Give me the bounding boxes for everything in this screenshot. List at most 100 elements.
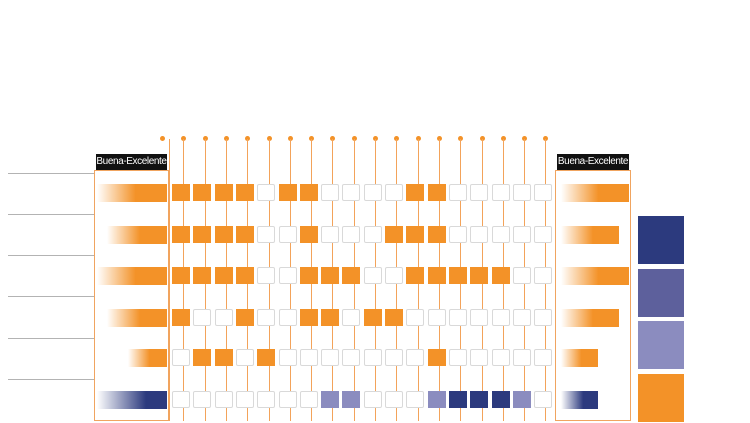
grid-cell-filled <box>300 309 318 326</box>
grid-left-border <box>169 139 170 421</box>
column-marker-dot <box>416 136 421 141</box>
grid-cell <box>513 309 531 326</box>
grid-cell-filled <box>492 391 510 408</box>
grid-cell-filled <box>513 391 531 408</box>
grid-cell <box>492 349 510 366</box>
grid-cell-filled <box>193 226 211 243</box>
row-separator <box>8 214 94 215</box>
right-score-bar <box>561 184 629 202</box>
grid-cell <box>470 184 488 201</box>
grid-cell <box>470 349 488 366</box>
column-marker-dot <box>352 136 357 141</box>
column-marker-dot <box>373 136 378 141</box>
grid-cell-filled <box>428 267 446 284</box>
column-marker-dot <box>522 136 527 141</box>
grid-cell-filled <box>470 391 488 408</box>
column-marker-dot <box>543 136 548 141</box>
grid-cell <box>385 184 403 201</box>
grid-cell <box>385 391 403 408</box>
grid-cell <box>342 226 360 243</box>
left-score-bar <box>97 267 167 285</box>
grid-cell-filled <box>449 391 467 408</box>
grid-cell <box>364 267 382 284</box>
right-rating-label: Buena-Excelente <box>557 154 629 170</box>
grid-cell <box>470 226 488 243</box>
grid-cell-filled <box>300 267 318 284</box>
grid-cell <box>534 226 552 243</box>
grid-cell <box>321 349 339 366</box>
row-separator <box>8 338 94 339</box>
grid-cell-filled <box>492 267 510 284</box>
column-marker-dot <box>160 136 165 141</box>
grid-cell-filled <box>385 309 403 326</box>
grid-cell <box>364 184 382 201</box>
row-separator <box>8 255 94 256</box>
grid-cell-filled <box>172 226 190 243</box>
grid-cell-filled <box>193 267 211 284</box>
grid-cell-filled <box>236 184 254 201</box>
grid-cell-filled <box>257 349 275 366</box>
left-score-bar <box>107 226 167 244</box>
right-score-bar <box>561 309 619 327</box>
grid-cell-filled <box>428 391 446 408</box>
grid-cell <box>257 391 275 408</box>
column-marker-dot <box>437 136 442 141</box>
grid-cell-filled <box>172 309 190 326</box>
grid-cell <box>449 226 467 243</box>
column-marker-dot <box>224 136 229 141</box>
grid-cell-filled <box>172 267 190 284</box>
grid-cell-filled <box>236 226 254 243</box>
column-marker-dot <box>458 136 463 141</box>
grid-cell-filled <box>321 267 339 284</box>
grid-cell <box>534 309 552 326</box>
right-bar-frame <box>555 170 631 421</box>
grid-cell-filled <box>385 226 403 243</box>
grid-cell-filled <box>321 391 339 408</box>
grid-cell <box>364 226 382 243</box>
grid-cell <box>279 309 297 326</box>
column-marker-dot <box>245 136 250 141</box>
grid-cell <box>236 349 254 366</box>
legend-swatch <box>638 374 684 422</box>
legend-swatch <box>638 216 684 264</box>
grid-cell <box>449 309 467 326</box>
grid-cell <box>428 309 446 326</box>
grid-cell <box>385 267 403 284</box>
legend-swatch <box>638 321 684 369</box>
grid-cell <box>406 349 424 366</box>
grid-cell <box>364 391 382 408</box>
grid-cell-filled <box>406 267 424 284</box>
grid-cell <box>342 309 360 326</box>
grid-cell <box>300 391 318 408</box>
left-rating-label: Buena-Excelente <box>96 154 167 170</box>
grid-cell <box>492 226 510 243</box>
grid-cell-filled <box>470 267 488 284</box>
grid-cell <box>492 309 510 326</box>
grid-cell <box>172 391 190 408</box>
legend-swatch <box>638 269 684 317</box>
right-score-bar <box>561 226 619 244</box>
grid-cell-filled <box>215 184 233 201</box>
grid-cell-filled <box>342 267 360 284</box>
grid-cell-filled <box>449 267 467 284</box>
grid-cell <box>364 349 382 366</box>
grid-cell-filled <box>215 349 233 366</box>
grid-cell <box>236 391 254 408</box>
column-marker-dot <box>394 136 399 141</box>
grid-cell <box>513 184 531 201</box>
grid-cell <box>470 309 488 326</box>
grid-cell <box>321 226 339 243</box>
right-score-bar <box>561 267 629 285</box>
grid-cell-filled <box>428 226 446 243</box>
grid-cell <box>449 349 467 366</box>
grid-cell <box>406 309 424 326</box>
grid-cell <box>279 226 297 243</box>
grid-cell-filled <box>300 184 318 201</box>
grid-cell-filled <box>321 309 339 326</box>
grid-cell-filled <box>428 184 446 201</box>
column-marker-dot <box>330 136 335 141</box>
grid-cell <box>279 349 297 366</box>
grid-cell <box>215 391 233 408</box>
left-score-bar <box>128 349 167 367</box>
grid-cell <box>534 391 552 408</box>
